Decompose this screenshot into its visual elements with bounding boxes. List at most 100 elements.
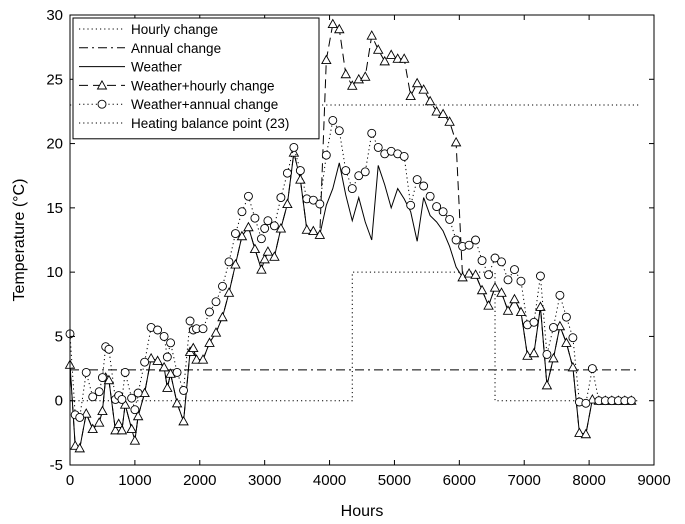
data-point: [145, 352, 157, 363]
data-point: [314, 229, 326, 239]
y-axis-label: Temperature (°C): [11, 179, 28, 302]
data-point: [626, 396, 636, 406]
data-point: [120, 367, 130, 377]
y-tick-label: 20: [46, 136, 63, 153]
data-point: [295, 166, 305, 176]
legend-label: Weather+hourly change: [131, 78, 274, 93]
legend-item: Weather+hourly change: [79, 78, 274, 93]
data-point: [360, 167, 370, 177]
legend-box: [72, 17, 320, 140]
y-tick-label: 25: [46, 71, 63, 88]
data-point: [127, 393, 137, 403]
data-point: [97, 373, 107, 383]
axes-box: [69, 14, 655, 466]
data-point: [133, 388, 143, 398]
data-point: [211, 297, 221, 307]
legend-marker: [97, 99, 107, 109]
data-point: [548, 322, 558, 332]
legend-item: Weather+annual change: [79, 97, 278, 112]
data-point: [231, 229, 240, 239]
series-3: [64, 18, 637, 453]
legend: Hourly change Annual change Weather Weather…: [72, 17, 320, 140]
data-point: [399, 151, 409, 161]
data-point: [152, 355, 163, 365]
data-point: [535, 271, 545, 281]
y-tick-label: 15: [46, 200, 63, 217]
data-point: [158, 361, 170, 372]
data-point: [542, 349, 552, 359]
data-point: [516, 276, 526, 286]
data-point: [259, 253, 270, 264]
data-point: [162, 382, 173, 392]
data-point: [431, 106, 442, 116]
data-point: [263, 216, 273, 226]
y-tick-label: 30: [46, 7, 63, 24]
data-point: [509, 293, 520, 304]
data-point: [385, 49, 397, 59]
data-point: [230, 259, 241, 269]
data-point: [334, 23, 345, 34]
data-point: [260, 223, 270, 233]
data-point: [405, 90, 416, 101]
data-point: [308, 195, 318, 205]
data-point: [74, 442, 85, 453]
x-axis-label: Hours: [341, 503, 384, 520]
data-point: [116, 424, 128, 435]
legend-label: Weather+annual change: [131, 97, 278, 112]
data-point: [110, 424, 121, 435]
data-point: [515, 306, 527, 317]
data-point: [197, 354, 209, 364]
data-point: [574, 427, 585, 437]
data-point: [561, 337, 572, 347]
data-point: [236, 230, 248, 241]
data-point: [191, 354, 202, 364]
data-point: [282, 198, 293, 209]
data-point: [373, 142, 383, 152]
data-point: [159, 331, 169, 341]
data-point: [140, 357, 150, 367]
data-point: [321, 54, 332, 65]
series-2: [69, 152, 632, 450]
data-point: [188, 342, 199, 353]
data-point: [490, 253, 500, 263]
data-point: [463, 268, 475, 278]
data-point: [398, 53, 410, 63]
data-point: [418, 84, 429, 94]
legend-item: Hourly change: [79, 22, 218, 37]
data-point: [198, 324, 208, 334]
data-point: [153, 325, 163, 335]
series-line-2: [69, 152, 632, 450]
data-point: [568, 333, 578, 343]
data-point: [315, 199, 325, 209]
data-point: [445, 214, 455, 224]
data-point: [535, 301, 546, 311]
legend-item: Weather: [79, 60, 182, 75]
data-point: [367, 128, 377, 138]
data-point: [243, 191, 253, 201]
data-point: [97, 405, 108, 416]
data-point: [503, 275, 513, 285]
data-point: [113, 418, 124, 428]
data-point: [328, 115, 338, 125]
data-point: [250, 213, 260, 223]
legend-item: Annual change: [79, 41, 221, 56]
data-point: [172, 367, 182, 377]
data-point: [223, 287, 235, 297]
data-point: [269, 221, 279, 231]
series-4: [65, 115, 636, 422]
data-point: [171, 397, 183, 408]
data-point: [301, 224, 313, 234]
data-point: [580, 428, 592, 439]
x-tick-label: 5000: [378, 472, 411, 489]
data-point: [94, 387, 104, 397]
data-point: [347, 184, 357, 194]
data-point: [275, 223, 287, 233]
data-point: [541, 379, 553, 390]
data-point: [132, 410, 144, 421]
data-point: [185, 316, 195, 326]
data-point: [166, 338, 176, 348]
data-point: [282, 168, 292, 178]
series-0: [70, 271, 639, 402]
data-point: [450, 136, 462, 147]
data-point: [256, 234, 266, 244]
